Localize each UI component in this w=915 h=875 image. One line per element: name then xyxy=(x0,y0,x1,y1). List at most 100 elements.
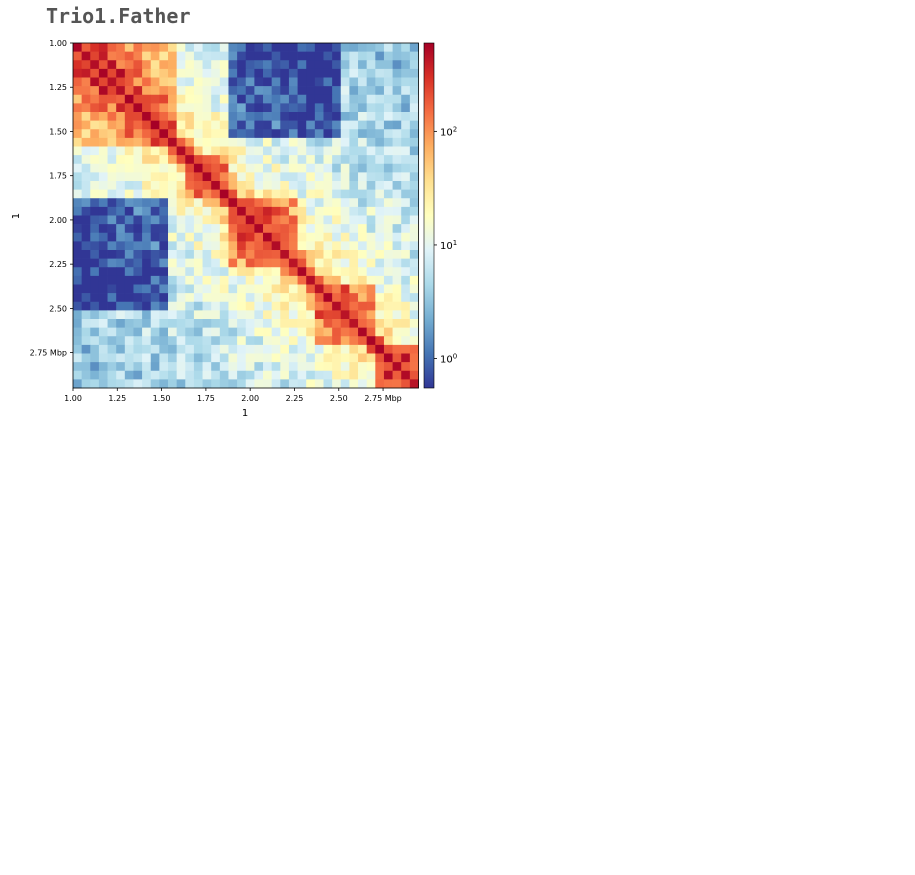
heatmap-cell xyxy=(314,68,324,78)
heatmap-cell xyxy=(340,129,350,139)
heatmap-cell xyxy=(349,284,359,294)
heatmap-cell xyxy=(142,43,152,52)
heatmap-cell xyxy=(401,362,411,372)
heatmap-cell xyxy=(401,146,411,156)
heatmap-cell xyxy=(159,284,169,294)
heatmap-cell xyxy=(159,112,169,121)
heatmap-cell xyxy=(392,232,402,242)
heatmap-cell xyxy=(280,146,290,156)
heatmap-cell xyxy=(124,310,134,320)
heatmap-frame xyxy=(72,42,419,389)
heatmap-cell xyxy=(263,370,273,380)
heatmap-cell xyxy=(142,198,152,208)
heatmap-cell xyxy=(314,206,324,216)
heatmap-cell xyxy=(202,120,212,130)
heatmap-cell xyxy=(98,68,108,78)
heatmap-cell xyxy=(392,198,402,208)
heatmap-cell xyxy=(323,241,333,251)
heatmap-cell xyxy=(142,370,152,380)
heatmap-cell xyxy=(237,215,247,225)
heatmap-cell xyxy=(358,267,368,277)
heatmap-cell xyxy=(332,293,342,303)
heatmap-cell xyxy=(358,241,368,251)
heatmap-cell xyxy=(159,232,169,242)
colorbar-tick-base: 10 xyxy=(440,355,453,366)
heatmap-cell xyxy=(306,327,316,337)
heatmap-cell xyxy=(340,137,350,147)
heatmap-cell xyxy=(185,370,195,380)
heatmap-cell xyxy=(297,267,307,277)
heatmap-cell xyxy=(383,43,393,52)
heatmap-cell xyxy=(185,258,195,268)
heatmap-cell xyxy=(340,163,350,173)
heatmap-cell xyxy=(297,250,307,259)
heatmap-cell xyxy=(383,284,393,294)
heatmap-cell xyxy=(168,51,177,61)
heatmap-cell xyxy=(211,86,221,96)
heatmap-cell xyxy=(219,241,229,251)
heatmap-cell xyxy=(409,77,419,87)
heatmap-cell xyxy=(288,293,298,303)
heatmap-cell xyxy=(332,336,342,346)
heatmap-cell xyxy=(150,319,160,328)
heatmap-cell xyxy=(340,267,350,277)
heatmap-cell xyxy=(81,370,91,380)
heatmap-cell xyxy=(124,51,134,61)
heatmap-cell xyxy=(409,86,419,96)
heatmap-cell xyxy=(133,103,143,113)
heatmap-cell xyxy=(228,163,238,173)
heatmap-cell xyxy=(254,336,264,346)
heatmap-cell xyxy=(271,146,281,156)
heatmap-cell xyxy=(124,293,134,303)
heatmap-cell xyxy=(409,68,419,78)
heatmap-cell xyxy=(297,379,307,389)
heatmap-cell xyxy=(193,215,203,225)
heatmap-cell xyxy=(392,60,402,70)
heatmap-cell xyxy=(176,224,186,234)
heatmap-cell xyxy=(124,215,134,225)
heatmap-cell xyxy=(383,198,393,208)
heatmap-cell xyxy=(358,112,368,121)
heatmap-cell xyxy=(133,241,143,251)
heatmap-cell xyxy=(133,189,143,199)
heatmap-cell xyxy=(228,215,238,225)
heatmap-cell xyxy=(228,241,238,251)
heatmap-cell xyxy=(375,68,385,78)
heatmap-cell xyxy=(133,129,143,139)
heatmap-cell xyxy=(133,77,143,87)
heatmap-cell xyxy=(288,319,298,328)
heatmap-cell xyxy=(124,275,134,285)
heatmap-cell xyxy=(107,206,117,216)
heatmap-cell xyxy=(107,284,117,294)
heatmap-cell xyxy=(401,86,411,96)
heatmap-cell xyxy=(392,146,402,156)
heatmap-cell xyxy=(263,344,273,354)
heatmap-cell xyxy=(193,120,203,130)
heatmap-cell xyxy=(219,120,229,130)
heatmap-cell xyxy=(159,327,169,337)
heatmap-cell xyxy=(332,344,342,354)
heatmap-cell xyxy=(358,232,368,242)
heatmap-cell xyxy=(116,362,126,372)
heatmap-cell xyxy=(219,198,229,208)
heatmap-cell xyxy=(237,120,247,130)
heatmap-cell xyxy=(142,206,152,216)
heatmap-cell xyxy=(375,275,385,285)
heatmap-cell xyxy=(375,129,385,139)
heatmap-cell xyxy=(193,327,203,337)
heatmap-cell xyxy=(288,362,298,372)
heatmap-cell xyxy=(332,250,342,259)
heatmap-cell xyxy=(358,275,368,285)
heatmap-cell xyxy=(401,275,411,285)
heatmap-cell xyxy=(297,163,307,173)
heatmap-cell xyxy=(159,362,169,372)
heatmap-cell xyxy=(228,336,238,346)
heatmap-cell xyxy=(142,319,152,328)
heatmap-cell xyxy=(228,301,238,311)
heatmap-cell xyxy=(168,250,177,259)
heatmap-cell xyxy=(228,172,238,182)
heatmap-cell xyxy=(107,344,117,354)
colorbar-tick-label: 100 xyxy=(440,353,457,366)
heatmap-cell xyxy=(288,284,298,294)
y-axis-label: 1 xyxy=(11,213,22,219)
